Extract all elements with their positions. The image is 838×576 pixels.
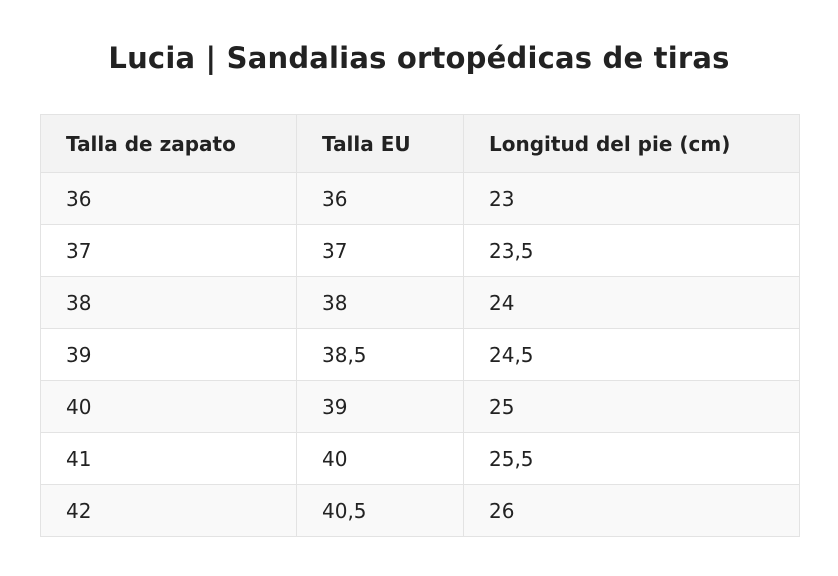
table-row: 37 37 23,5: [40, 224, 800, 277]
header-shoe-size: Talla de zapato: [40, 114, 297, 173]
table-row: 41 40 25,5: [40, 432, 800, 485]
cell-foot-length: 23,5: [463, 224, 800, 277]
cell-eu-size: 40: [296, 432, 464, 485]
cell-eu-size: 39: [296, 380, 464, 433]
cell-foot-length: 26: [463, 484, 800, 537]
cell-eu-size: 40,5: [296, 484, 464, 537]
header-foot-length: Longitud del pie (cm): [463, 114, 800, 173]
cell-eu-size: 38,5: [296, 328, 464, 381]
table-row: 39 38,5 24,5: [40, 328, 800, 381]
cell-foot-length: 24: [463, 276, 800, 329]
cell-foot-length: 23: [463, 172, 800, 225]
cell-shoe-size: 40: [40, 380, 297, 433]
cell-shoe-size: 38: [40, 276, 297, 329]
cell-shoe-size: 41: [40, 432, 297, 485]
cell-foot-length: 25,5: [463, 432, 800, 485]
cell-foot-length: 24,5: [463, 328, 800, 381]
table-row: 36 36 23: [40, 172, 800, 225]
header-eu-size: Talla EU: [296, 114, 464, 173]
size-chart-table: Talla de zapato Talla EU Longitud del pi…: [40, 114, 800, 537]
table-row: 42 40,5 26: [40, 484, 800, 537]
cell-shoe-size: 36: [40, 172, 297, 225]
cell-eu-size: 38: [296, 276, 464, 329]
table-header-row: Talla de zapato Talla EU Longitud del pi…: [40, 114, 800, 173]
page-title: Lucia | Sandalias ortopédicas de tiras: [108, 41, 730, 75]
cell-shoe-size: 39: [40, 328, 297, 381]
cell-eu-size: 37: [296, 224, 464, 277]
table-row: 38 38 24: [40, 276, 800, 329]
cell-foot-length: 25: [463, 380, 800, 433]
cell-shoe-size: 42: [40, 484, 297, 537]
cell-shoe-size: 37: [40, 224, 297, 277]
table-row: 40 39 25: [40, 380, 800, 433]
cell-eu-size: 36: [296, 172, 464, 225]
